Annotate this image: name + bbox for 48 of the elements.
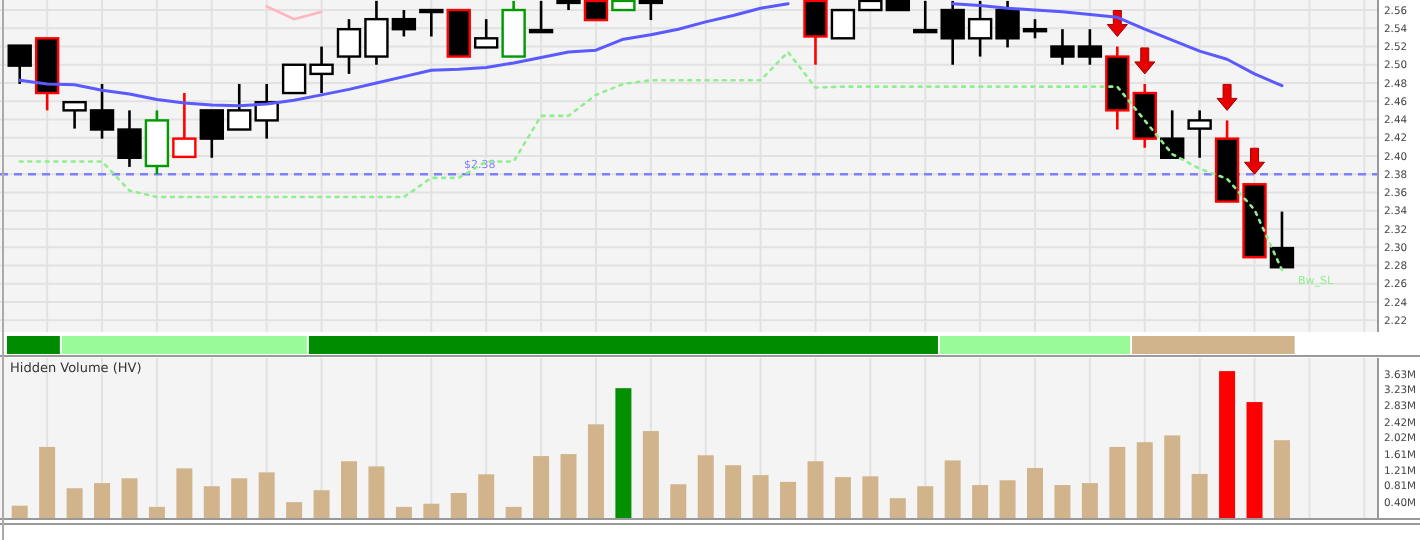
bar bbox=[999, 480, 1016, 518]
bar bbox=[725, 465, 742, 518]
bar bbox=[1081, 483, 1098, 518]
bar bbox=[560, 454, 577, 518]
bar bbox=[341, 461, 357, 518]
bar bbox=[176, 468, 193, 518]
bar bbox=[11, 505, 28, 518]
bar bbox=[944, 460, 961, 518]
bar bbox=[423, 503, 440, 518]
bar bbox=[66, 488, 83, 518]
bar bbox=[121, 478, 138, 518]
bar bbox=[807, 461, 824, 518]
bar bbox=[313, 490, 330, 518]
bar bbox=[972, 485, 989, 518]
bar bbox=[39, 446, 56, 518]
bar bbox=[94, 483, 111, 518]
bar bbox=[862, 476, 879, 518]
bar bbox=[368, 466, 385, 518]
bar bbox=[1027, 467, 1043, 518]
bar bbox=[478, 474, 495, 518]
bar bbox=[834, 477, 851, 518]
bar bbox=[1164, 435, 1181, 518]
bar bbox=[615, 388, 632, 518]
bar bbox=[1109, 446, 1126, 518]
bar bbox=[533, 456, 550, 518]
bar bbox=[889, 498, 906, 518]
bar bbox=[231, 478, 248, 518]
bar bbox=[670, 484, 687, 518]
bar bbox=[1054, 485, 1071, 518]
bar bbox=[780, 481, 797, 518]
bar bbox=[395, 506, 412, 518]
bar bbox=[1136, 442, 1153, 518]
bar bbox=[286, 502, 303, 518]
bar bbox=[505, 506, 522, 518]
candlestick bbox=[1187, 109, 1212, 160]
bar bbox=[642, 431, 659, 518]
bar bbox=[148, 506, 165, 518]
bar bbox=[917, 486, 934, 518]
bar bbox=[450, 492, 467, 518]
bar bbox=[1246, 402, 1263, 518]
bar bbox=[1191, 473, 1208, 518]
bar bbox=[752, 475, 769, 518]
bar bbox=[697, 455, 714, 518]
bar bbox=[1219, 371, 1236, 518]
bar bbox=[587, 424, 604, 518]
bar bbox=[1273, 440, 1290, 518]
bar bbox=[258, 472, 275, 518]
bar bbox=[203, 486, 220, 518]
